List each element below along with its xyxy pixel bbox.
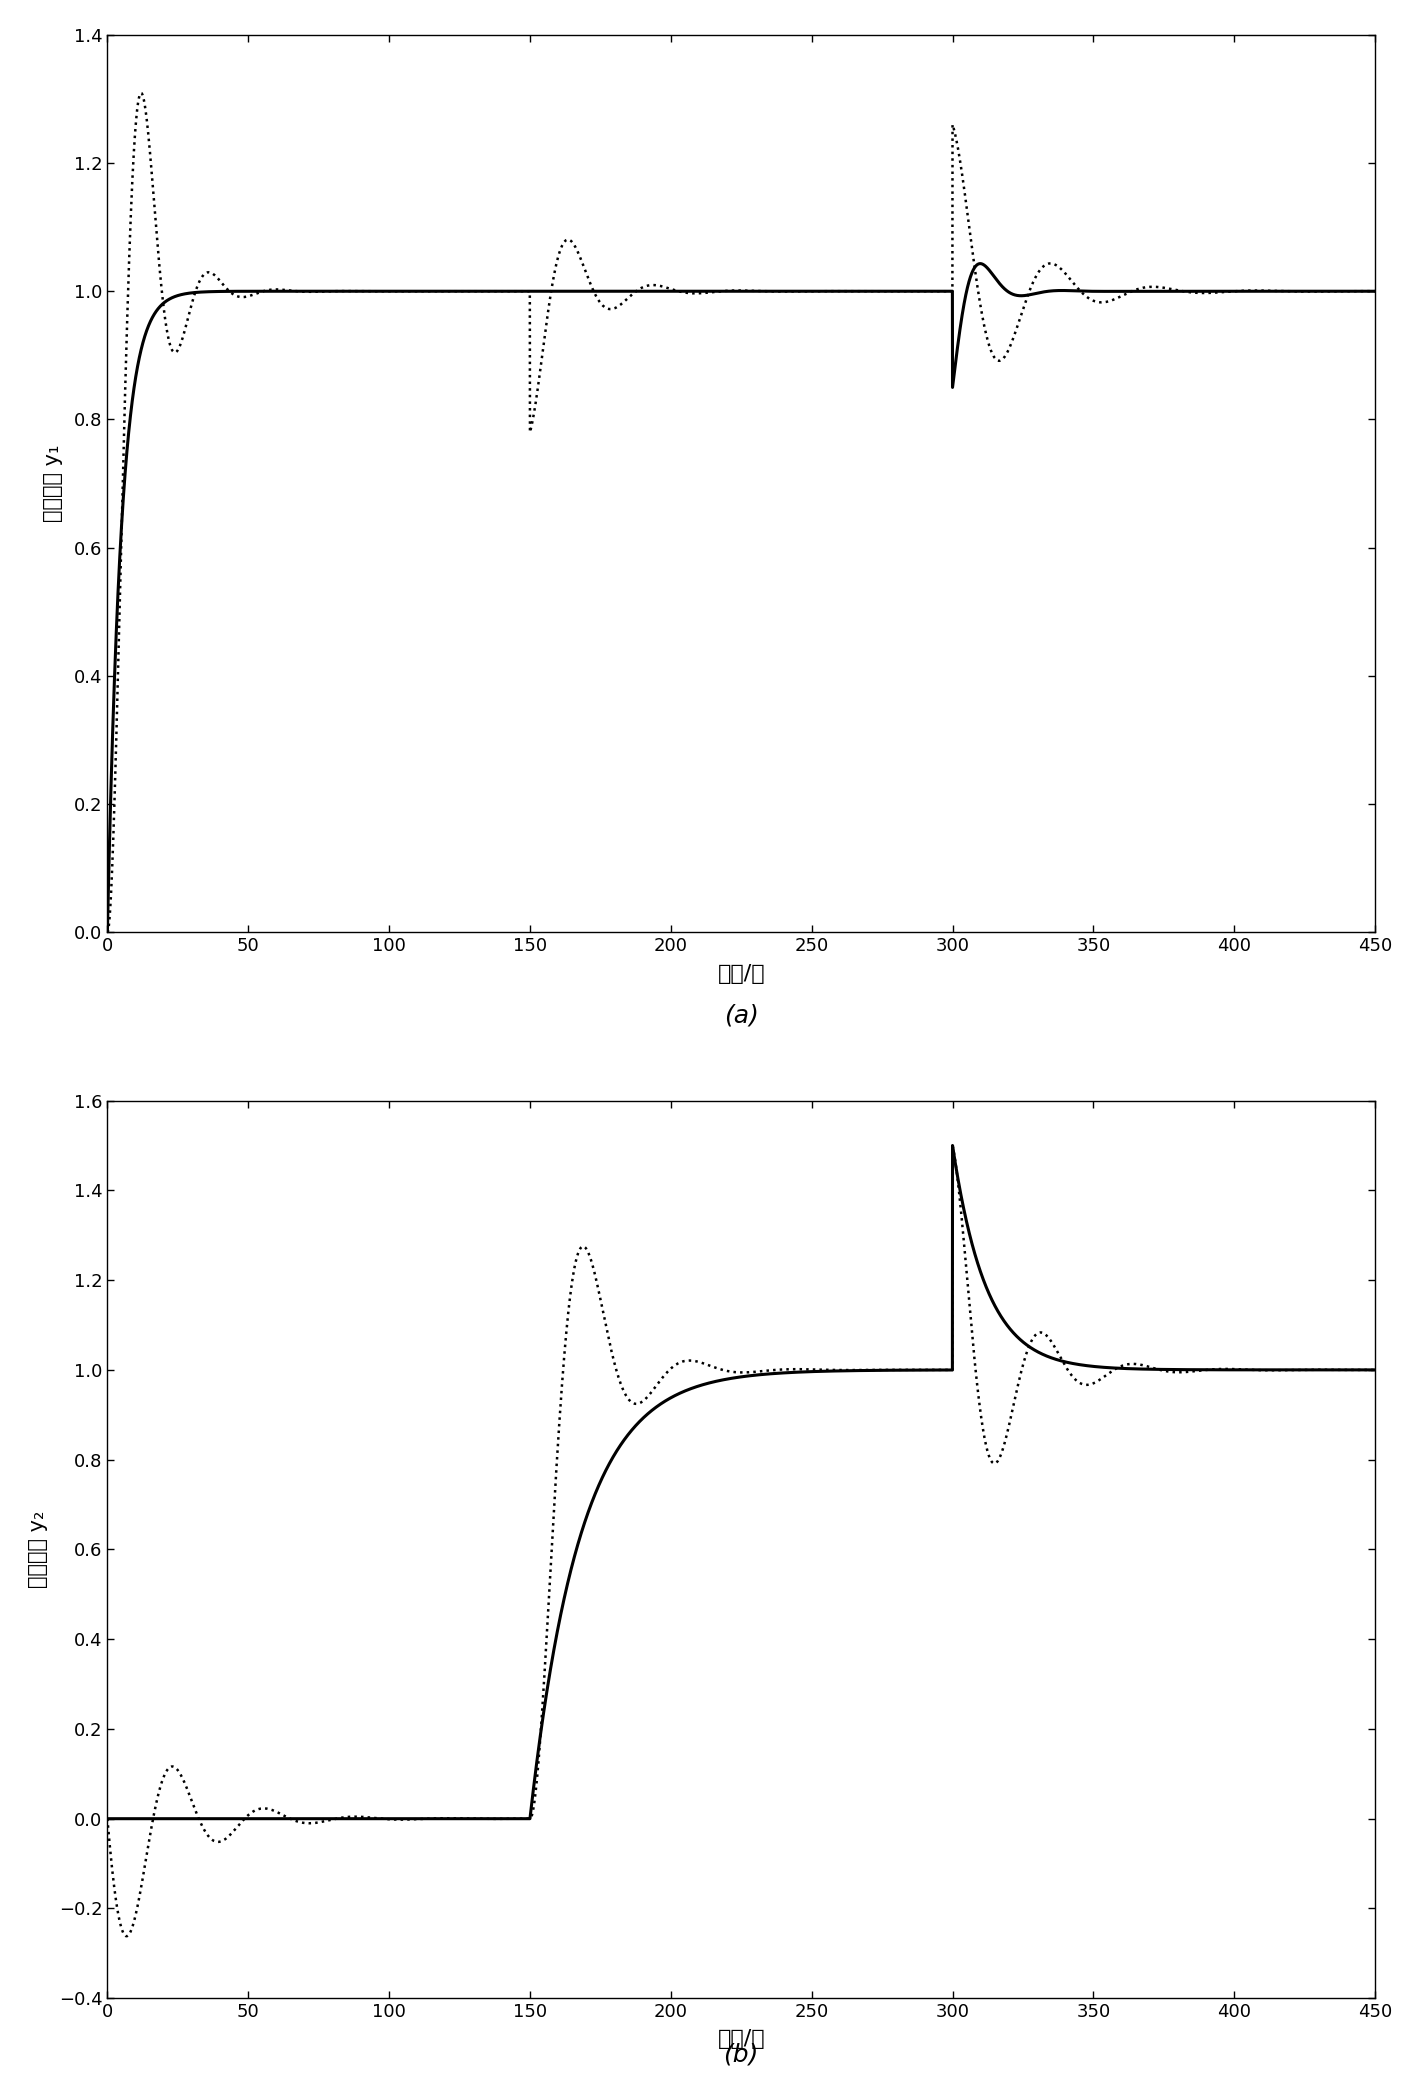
Y-axis label: 过程输出 y₁: 过程输出 y₁ (43, 446, 62, 523)
X-axis label: 时间/秒: 时间/秒 (717, 2030, 765, 2049)
Text: (a): (a) (724, 1004, 758, 1026)
Y-axis label: 过程输出 y₂: 过程输出 y₂ (28, 1512, 48, 1589)
X-axis label: 时间/秒: 时间/秒 (717, 964, 765, 983)
Text: (b): (b) (724, 2042, 758, 2065)
